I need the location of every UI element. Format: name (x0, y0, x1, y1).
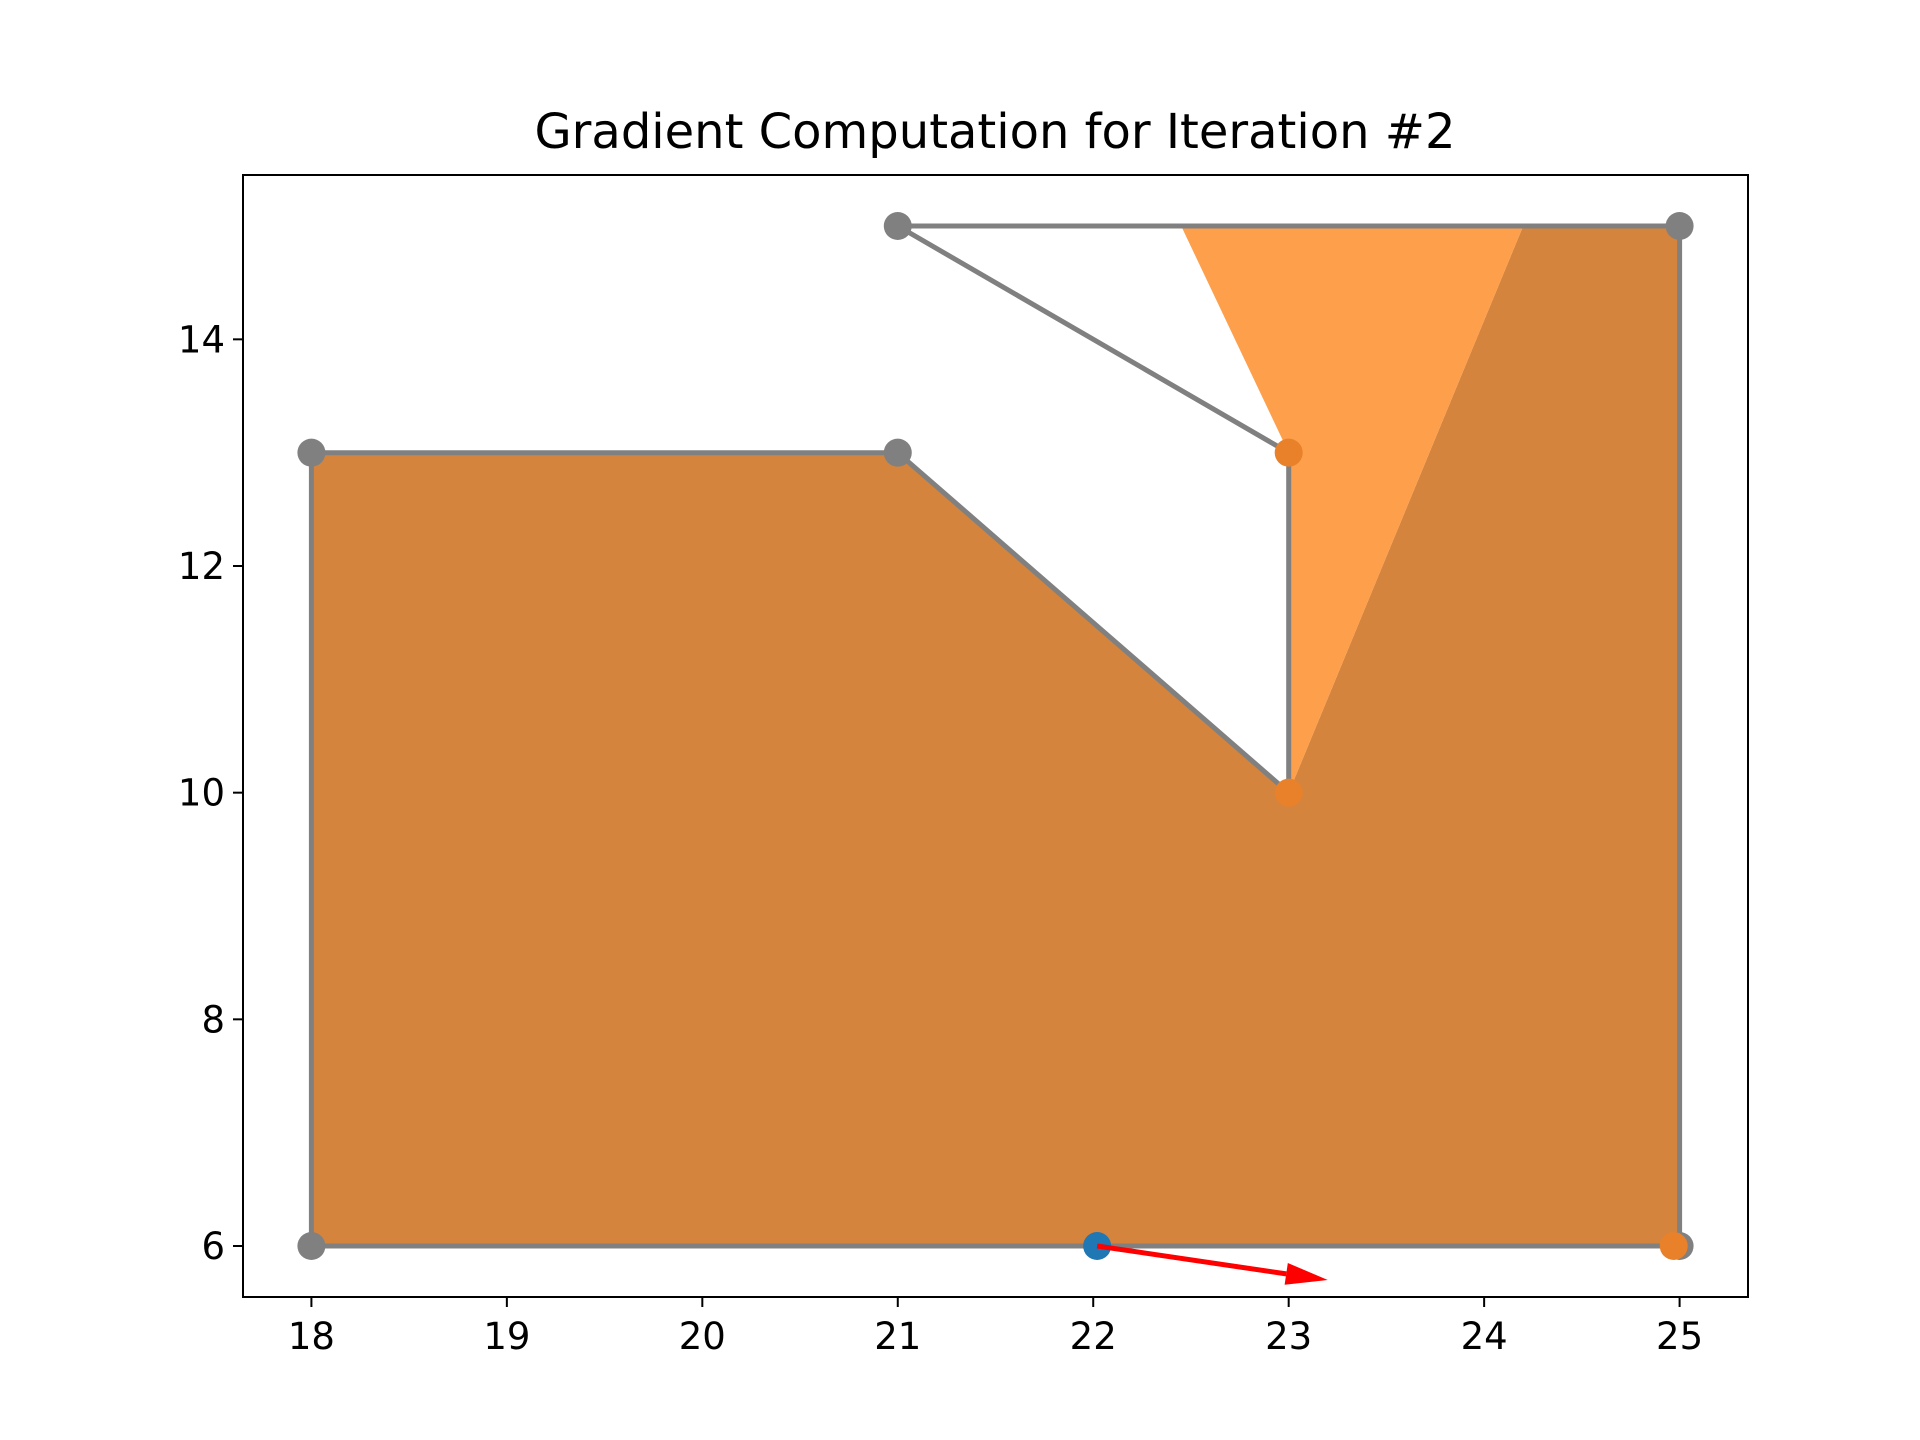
x-tick-label: 19 (483, 1315, 530, 1358)
x-tick-label: 22 (1070, 1315, 1117, 1358)
y-tick-label: 12 (178, 545, 225, 588)
filled-region-1 (1181, 226, 1524, 793)
x-tick-label: 20 (679, 1315, 726, 1358)
y-axis: 6 8 10 12 14 (178, 318, 243, 1268)
vertex-orange-0 (1274, 438, 1303, 467)
x-tick-label: 25 (1656, 1315, 1703, 1358)
y-tick-label: 6 (201, 1225, 225, 1268)
vertex-orange-1 (1274, 778, 1303, 807)
chart-title: Gradient Computation for Iteration #2 (534, 104, 1455, 160)
plot-area (297, 212, 1694, 1285)
x-tick-label: 18 (288, 1315, 335, 1358)
vertex-orange-2 (1659, 1232, 1688, 1260)
x-axis: 18 19 20 21 22 23 24 25 (288, 1297, 1703, 1358)
y-tick-label: 10 (178, 772, 225, 815)
axes-frame (242, 174, 1749, 1298)
x-tick-label: 23 (1265, 1315, 1312, 1358)
y-tick-label: 8 (201, 998, 225, 1041)
x-tick-label: 24 (1461, 1315, 1508, 1358)
y-tick-label: 14 (178, 318, 225, 361)
x-tick-label: 21 (874, 1315, 921, 1358)
filled-region-0 (311, 226, 1680, 1246)
gradient-arrow-head (1284, 1262, 1328, 1285)
vertex-gray-1 (297, 438, 326, 467)
gradient-arrow-shaft (1096, 1243, 1287, 1277)
vertex-gray-3 (883, 212, 912, 240)
vertex-gray-4 (1665, 212, 1694, 240)
vertex-gray-0 (297, 1232, 326, 1260)
vertex-gray-2 (883, 438, 912, 467)
